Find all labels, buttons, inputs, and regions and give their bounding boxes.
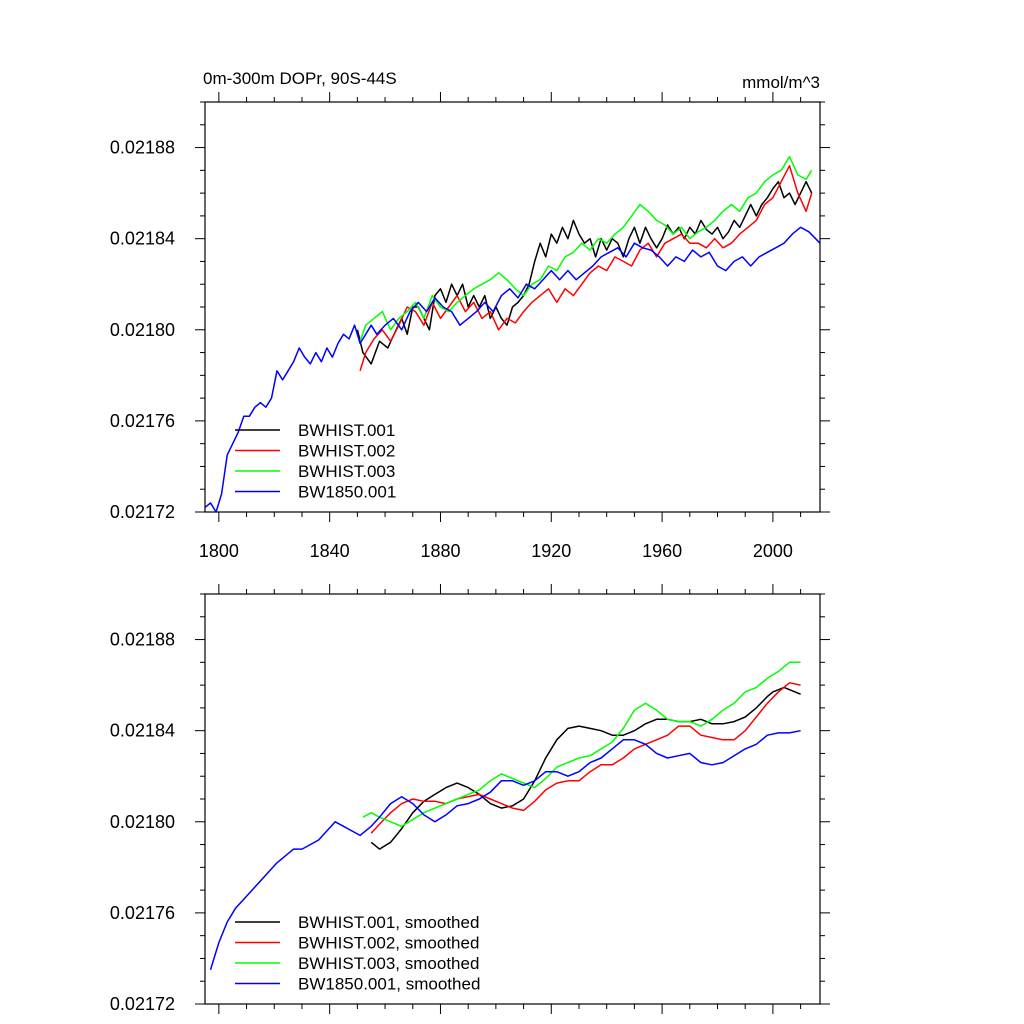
series-line-2 [359, 165, 813, 372]
y-tick-label: 0.02180 [110, 320, 175, 340]
series-line-1 [356, 180, 813, 365]
legend-label: BWHIST.002 [298, 442, 395, 461]
panel-title-left: 0m-300m DOPr, 90S-44S [203, 69, 397, 88]
bottom-chart-panel: 0.02172 0.02176 0.02180 0.02184 0.02188 BWHIS… [110, 584, 830, 1014]
legend-label: BWHIST.003 [298, 462, 395, 481]
x-tick-label: 2000 [753, 541, 793, 561]
top-chart-panel: 1800 1840 1880 1920 1960 2000 0.02172 0.02176 0.… [110, 92, 830, 561]
y-tick-label: 0.02184 [110, 229, 175, 249]
series-line-3 [359, 155, 813, 342]
y-tick-label: 0.02172 [110, 502, 175, 522]
y-tick-label: 0.02176 [110, 411, 175, 431]
legend-label: BWHIST.003, smoothed [298, 954, 479, 973]
x-tick-label: 1800 [199, 541, 239, 561]
legend-label: BW1850.001 [298, 483, 396, 502]
legend-label: BW1850.001, smoothed [298, 975, 480, 994]
panel-title-right: mmol/m^3 [742, 73, 820, 92]
series-line-2 [370, 682, 801, 834]
series-line-4 [209, 729, 801, 971]
x-tick-label: 1840 [310, 541, 350, 561]
y-tick-label: 0.02188 [110, 138, 175, 158]
y-tick-label: 0.02176 [110, 903, 175, 923]
series-line-3 [362, 661, 801, 828]
x-tick-label: 1960 [642, 541, 682, 561]
series-line-4 [204, 226, 821, 513]
y-tick-label: 0.02188 [110, 630, 175, 650]
x-tick-label: 1920 [531, 541, 571, 561]
y-tick-label: 0.02180 [110, 812, 175, 832]
x-tick-label: 1880 [420, 541, 460, 561]
y-tick-label: 0.02184 [110, 721, 175, 741]
legend-label: BWHIST.001, smoothed [298, 913, 479, 932]
legend-label: BWHIST.002, smoothed [298, 934, 479, 953]
legend-label: BWHIST.001 [298, 421, 395, 440]
y-tick-label: 0.02172 [110, 994, 175, 1014]
series-line-1 [370, 686, 801, 850]
